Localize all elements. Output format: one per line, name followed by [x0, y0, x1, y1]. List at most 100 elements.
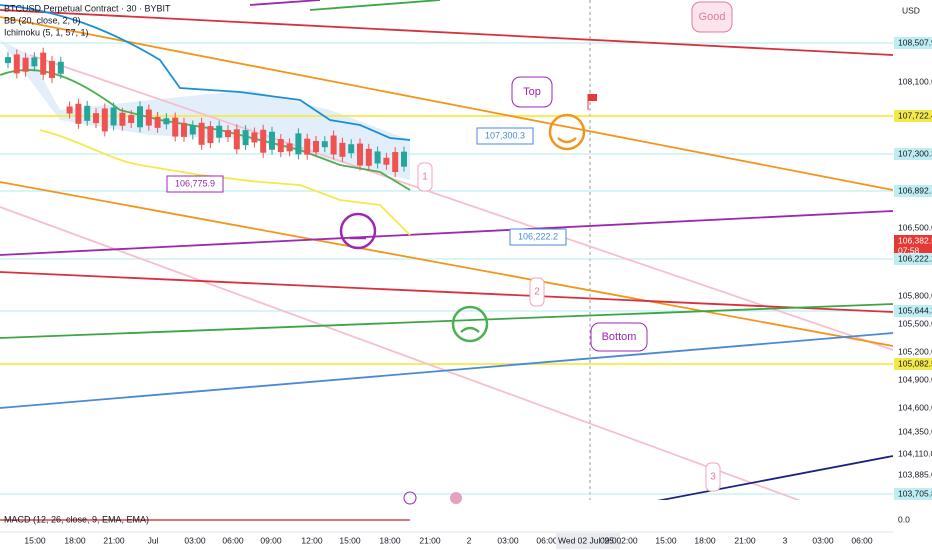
- candle: [101, 108, 108, 132]
- time-label: 06:00: [222, 535, 244, 545]
- callout: [166, 175, 224, 193]
- candle: [233, 129, 240, 150]
- price-axis: [893, 0, 932, 550]
- candle: [181, 122, 187, 137]
- candle: [119, 112, 126, 126]
- price-label: 104,110.0: [898, 448, 932, 458]
- candle: [31, 57, 38, 67]
- candle: [145, 109, 152, 126]
- bubble-text: Bottom: [602, 331, 637, 343]
- price-tag: [894, 253, 932, 265]
- wave-box: [705, 462, 721, 492]
- time-label: 09:00: [260, 535, 282, 545]
- time-label: 3: [783, 535, 788, 545]
- bubble: [511, 76, 553, 108]
- time-label: 12:00: [616, 535, 638, 545]
- time-label: 06:00: [851, 535, 873, 545]
- price-label: 108,507.9: [898, 37, 932, 47]
- price-label: 105,644.3: [898, 305, 932, 315]
- price-label: 105,500.0: [898, 318, 932, 328]
- bubble-text: Good: [699, 11, 726, 23]
- candle: [313, 140, 319, 152]
- wave-label: 1: [422, 172, 428, 183]
- wave-label: 3: [710, 472, 716, 483]
- candle: [260, 129, 267, 153]
- price-label: 0.0: [898, 514, 910, 524]
- candle: [137, 106, 143, 128]
- candle: [277, 139, 284, 153]
- wave-label: 2: [534, 287, 540, 298]
- indicator: Ichimoku (5, 1, 57, 1): [4, 27, 89, 37]
- candle: [49, 60, 55, 78]
- price-label: 106,892.1: [898, 185, 932, 195]
- candle: [216, 125, 223, 138]
- candle: [365, 148, 372, 166]
- candle: [348, 144, 355, 154]
- price-label: 104,350.0: [898, 426, 932, 436]
- cursor-date: Wed 02 Jul '25: [558, 535, 614, 545]
- candle: [93, 113, 99, 124]
- price-label: 105,200.0: [898, 346, 932, 356]
- time-label: 03:00: [812, 535, 834, 545]
- price-tag: [894, 110, 932, 122]
- candle: [401, 151, 407, 167]
- candle: [110, 107, 117, 126]
- callout-text: 106,222.2: [518, 231, 558, 241]
- candle: [40, 52, 47, 75]
- time-label: 18:00: [379, 535, 401, 545]
- time-label: Jul: [148, 535, 159, 545]
- candle: [163, 118, 170, 125]
- time-label: 21:00: [103, 535, 125, 545]
- price-label: 103,885.0: [898, 469, 932, 479]
- candle: [66, 106, 73, 114]
- price-label: 106,500.0: [898, 222, 932, 232]
- price-label: 108,100.0: [898, 76, 932, 86]
- candle: [172, 117, 179, 137]
- price-tag: [894, 305, 932, 317]
- candle: [22, 57, 29, 72]
- candle: [84, 105, 91, 121]
- icons: [403, 94, 597, 505]
- candle: [189, 125, 196, 135]
- macd-pane: [0, 500, 893, 532]
- time-label: 15:00: [24, 535, 46, 545]
- time-label: 21:00: [419, 535, 441, 545]
- candle: [242, 130, 249, 146]
- candle: [374, 151, 381, 164]
- legend: BTCUSD Perpetual Contract · 30 · BYBIT B…: [4, 3, 171, 524]
- price-label: 106,222.2: [898, 253, 932, 263]
- time-label: 21:00: [734, 535, 756, 545]
- price-label: 105,800.0: [898, 290, 932, 300]
- time-label: 03:00: [497, 535, 519, 545]
- candle: [13, 54, 20, 74]
- price-label: 104,900.0: [898, 374, 932, 384]
- candle: [339, 142, 346, 157]
- price-label: 105,082.5: [898, 358, 932, 368]
- price-tag: [894, 185, 932, 197]
- callout: [509, 228, 567, 246]
- symbol: BTCUSD Perpetual Contract · 30 · BYBIT: [4, 3, 171, 13]
- time-label: 15:00: [339, 535, 361, 545]
- candle: [128, 115, 135, 124]
- price-tag: [894, 148, 932, 160]
- candle: [304, 138, 311, 155]
- candle: [57, 61, 64, 74]
- wave-box: [529, 277, 545, 307]
- price-tag: [894, 235, 932, 257]
- candle: [198, 122, 205, 145]
- candle: [330, 135, 337, 155]
- price-tag: [894, 358, 932, 370]
- cursor-time: 09:00: [600, 535, 622, 545]
- time-label: 18:00: [64, 535, 86, 545]
- wave-box: [417, 162, 433, 192]
- candle: [251, 132, 258, 143]
- candle: [383, 157, 390, 165]
- candle: [357, 143, 363, 166]
- price-label: 107,722.4: [898, 110, 932, 120]
- callout-text: 107,300.3: [485, 130, 525, 140]
- countdown: 07:58: [898, 245, 920, 255]
- time-label: 2: [467, 535, 472, 545]
- bubble: [691, 1, 733, 33]
